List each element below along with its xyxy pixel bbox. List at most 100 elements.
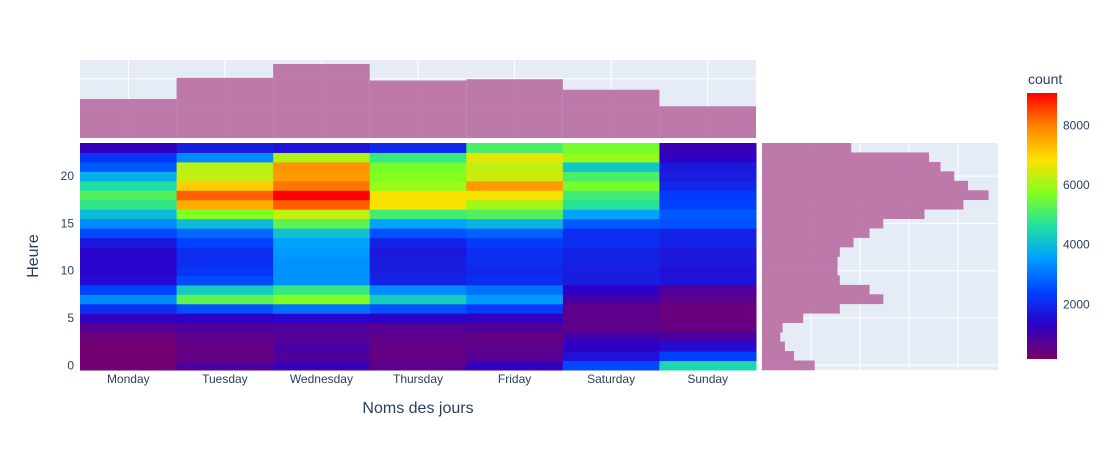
y-tick-label: 15 [61, 216, 75, 230]
y-tick-label: 20 [61, 169, 75, 183]
right-histogram-bar [762, 161, 941, 172]
heatmap-cell [466, 228, 564, 239]
heatmap-cell [562, 322, 660, 333]
x-tick-label: Saturday [587, 372, 635, 386]
heatmap-cell [562, 209, 660, 220]
right-histogram-bar [762, 313, 804, 324]
heatmap-cell [273, 322, 371, 333]
heatmap-cell [659, 294, 757, 305]
heatmap-cell [659, 332, 757, 343]
heatmap-cell [273, 341, 371, 352]
heatmap-cell [273, 303, 371, 314]
heatmap-cell [80, 161, 178, 172]
heatmap-cell [80, 256, 178, 267]
heatmap-cell [369, 237, 467, 248]
heatmap-cell [80, 247, 178, 257]
heatmap-cell [466, 256, 564, 267]
y-tick-label: 10 [61, 264, 75, 278]
heatmap-cell [273, 275, 371, 286]
heatmap-cell [273, 161, 371, 172]
heatmap-cell [466, 275, 564, 286]
heatmap-cell [562, 161, 660, 172]
heatmap-cell [369, 275, 467, 286]
heatmap-cell [176, 143, 274, 153]
heatmap-cell [369, 247, 467, 257]
heatmap-cell [273, 351, 371, 362]
heatmap-cell [80, 303, 178, 314]
heatmap-cell [176, 284, 274, 295]
right-histogram-bar [762, 180, 968, 191]
heatmap-cell [659, 256, 757, 267]
heatmap-cell [369, 143, 467, 153]
heatmap-cell [80, 341, 178, 352]
heatmap-cell [369, 161, 467, 172]
heatmap-cell [176, 190, 274, 201]
heatmap-cell [176, 275, 274, 286]
right-histogram-bars [762, 143, 989, 371]
heatmap-cell [466, 265, 564, 276]
right-histogram-bar [762, 171, 955, 182]
heatmap-cell [562, 171, 660, 182]
heatmap-cell [466, 143, 564, 153]
colorbar-tick-label: 4000 [1063, 238, 1090, 252]
heatmap-cell [80, 351, 178, 362]
heatmap-cell [176, 199, 274, 210]
heatmap-cell [562, 256, 660, 267]
heatmap-cell [659, 351, 757, 362]
x-tick-label: Tuesday [202, 372, 248, 386]
right-histogram-bar [762, 341, 785, 352]
heatmap-cell [562, 284, 660, 295]
heatmap-cell [176, 256, 274, 267]
right-histogram-bar [762, 152, 930, 163]
heatmap-cell [659, 190, 757, 201]
heatmap-cell [369, 332, 467, 343]
heatmap-cell [80, 265, 178, 276]
heatmap-cell [80, 152, 178, 163]
heatmap-cell [176, 228, 274, 239]
heatmap-cell [176, 294, 274, 305]
heatmap-cell [369, 209, 467, 220]
heatmap-cell [80, 294, 178, 305]
heatmap-cell [273, 237, 371, 248]
heatmap-cell [176, 351, 274, 362]
heatmap-cell [466, 209, 564, 220]
heatmap-cell [273, 171, 371, 182]
heatmap-cell [369, 152, 467, 163]
heatmap-cell [80, 322, 178, 333]
heatmap-cell [659, 313, 757, 324]
right-histogram-bar [762, 332, 781, 342]
heatmap-cell [369, 313, 467, 324]
heatmap-cell [466, 171, 564, 182]
heatmap-cell [466, 360, 564, 371]
heatmap-cell [466, 322, 564, 333]
heatmap-cell [562, 228, 660, 239]
heatmap-cell [80, 332, 178, 343]
heatmap-cell [80, 228, 178, 239]
top-histogram-bars [80, 64, 756, 139]
heatmap-cell [466, 161, 564, 172]
heatmap-cell [562, 360, 660, 371]
y-tick-label: 5 [67, 311, 74, 325]
heatmap-cell [369, 265, 467, 276]
right-histogram-bar [762, 294, 884, 305]
heatmap-cell [659, 218, 757, 229]
heatmap-cell [176, 171, 274, 182]
heatmap-cell [659, 171, 757, 182]
heatmap-cell [80, 284, 178, 295]
heatmap-cell [562, 247, 660, 257]
right-histogram-bar [762, 209, 925, 219]
heatmap-cell [176, 152, 274, 163]
x-tick-label: Sunday [687, 372, 728, 386]
heatmap-cell [273, 143, 371, 153]
y-axis-title: Heure [25, 234, 42, 278]
heatmap-cell [562, 180, 660, 191]
heatmap-cell [466, 218, 564, 229]
heatmap-cell [80, 218, 178, 229]
heatmap-cell [369, 294, 467, 305]
x-tick-label: Thursday [393, 372, 443, 386]
heatmap-cell [466, 332, 564, 343]
right-histogram-bar [762, 190, 989, 201]
right-histogram-bar [762, 284, 870, 295]
heatmap-cell [562, 190, 660, 201]
